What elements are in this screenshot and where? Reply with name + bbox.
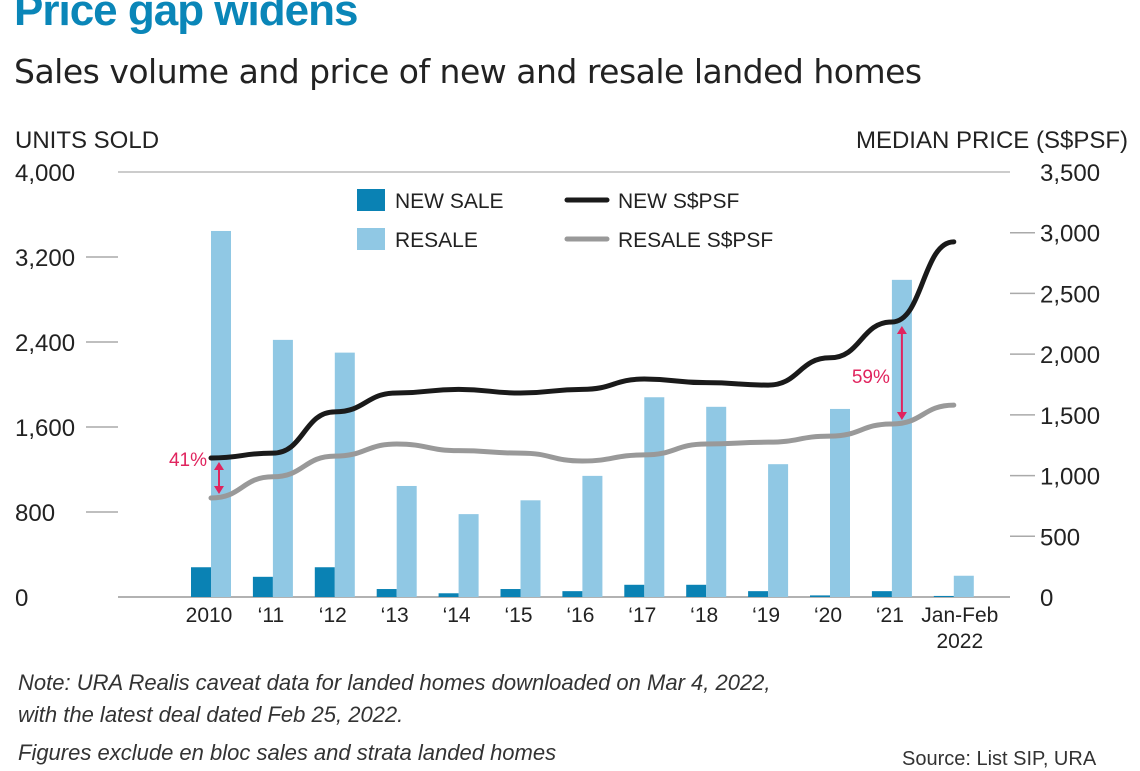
note-line-3: Figures exclude en bloc sales and strata…	[18, 740, 556, 766]
right-tick-label: 1,500	[1040, 403, 1100, 430]
resale-bar	[335, 353, 355, 597]
legend-label-new-psf: NEW S$PSF	[618, 190, 739, 213]
resale-bar	[644, 397, 664, 597]
x-tick-label: ‘13	[381, 604, 409, 627]
resale-bar	[582, 476, 602, 597]
right-tick-label: 2,500	[1040, 281, 1100, 308]
right-tick-label: 1,000	[1040, 464, 1100, 491]
new-sale-bar	[748, 591, 768, 597]
gap-annotation: 41%	[169, 450, 207, 471]
resale-bar	[211, 231, 231, 597]
left-tick-label: 2,400	[15, 330, 75, 357]
left-tick-label: 3,200	[15, 245, 75, 272]
new-sale-bar	[377, 589, 397, 597]
new-sale-bar	[501, 589, 521, 597]
resale-bar	[397, 486, 417, 597]
left-tick-label: 4,000	[15, 160, 75, 187]
new-sale-bar	[624, 585, 644, 597]
right-axis-label: MEDIAN PRICE (S$PSF)	[856, 127, 1128, 154]
legend-swatch-new-sale	[357, 189, 385, 211]
x-tick-label: 2010	[186, 604, 233, 627]
resale-bar	[954, 576, 974, 597]
x-tick-label: ‘17	[628, 604, 656, 627]
right-tick-label: 3,000	[1040, 221, 1100, 248]
x-tick-label: ‘14	[443, 604, 471, 627]
resale-bar	[273, 340, 293, 597]
resale-bar	[768, 464, 788, 597]
new-sale-bar	[315, 567, 335, 597]
x-tick-label: ‘16	[566, 604, 594, 627]
new-sale-bar	[872, 591, 892, 597]
new-sale-bar	[439, 593, 459, 597]
legend-label-resale: RESALE	[395, 229, 478, 252]
x-tick-label: ‘12	[319, 604, 347, 627]
left-tick-label: 0	[15, 585, 28, 612]
gap-annotation: 59%	[852, 367, 890, 388]
note-line-2: with the latest deal dated Feb 25, 2022.	[18, 702, 403, 728]
right-tick-label: 500	[1040, 524, 1080, 551]
resale-bar	[706, 407, 726, 597]
left-axis-label: UNITS SOLD	[15, 127, 159, 154]
x-tick-label: ‘19	[752, 604, 780, 627]
right-tick-label: 3,500	[1040, 160, 1100, 187]
legend-label-resale-psf: RESALE S$PSF	[618, 229, 773, 252]
new-sale-bar	[191, 567, 211, 597]
left-tick-label: 800	[15, 500, 55, 527]
note-line-1: Note: URA Realis caveat data for landed …	[18, 670, 771, 696]
x-tick-label: ‘18	[690, 604, 718, 627]
x-tick-label: ‘15	[504, 604, 532, 627]
left-tick-label: 1,600	[15, 415, 75, 442]
new-sale-bar	[810, 595, 830, 597]
new-sale-bar	[934, 596, 954, 597]
right-tick-label: 2,000	[1040, 342, 1100, 369]
x-tick-label: ‘11	[258, 604, 284, 627]
new-sale-bar	[253, 577, 273, 597]
legend-swatch-resale	[357, 228, 385, 250]
new-sale-bar	[562, 591, 582, 597]
x-tick-label: ‘20	[814, 604, 842, 627]
right-tick-label: 0	[1040, 585, 1053, 612]
legend-label-new-sale: NEW SALE	[395, 190, 504, 213]
resale-bar	[521, 500, 541, 597]
resale-bar	[459, 514, 479, 597]
x-tick-label: ‘21	[876, 604, 904, 627]
new-sale-bar	[686, 585, 706, 597]
